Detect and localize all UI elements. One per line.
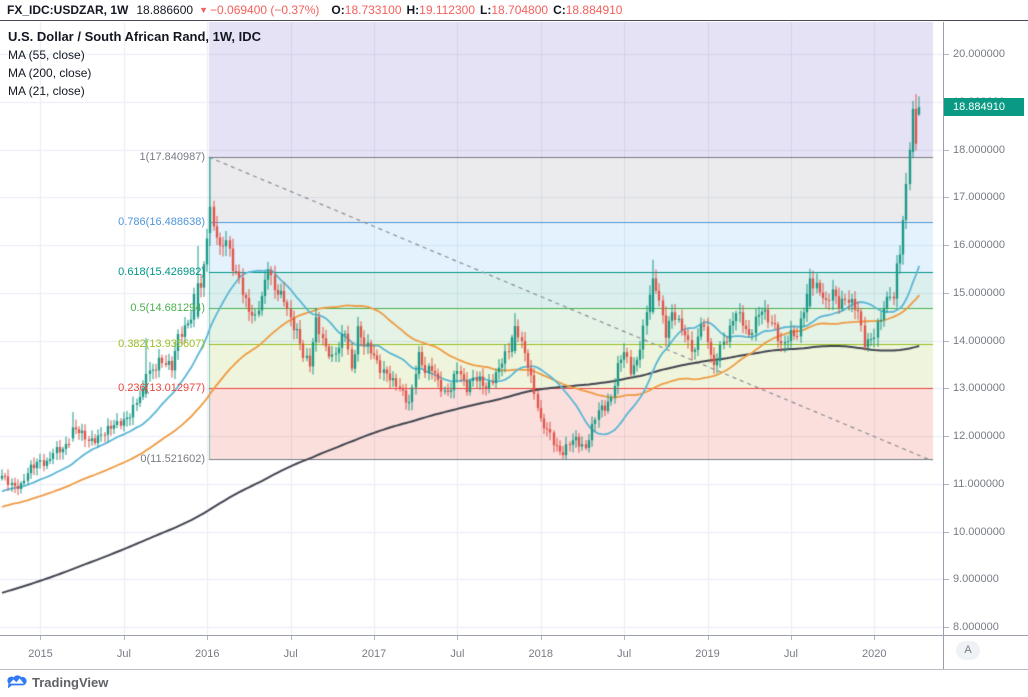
- legend-symbol-title[interactable]: U.S. Dollar / South African Rand, 1W, ID…: [8, 29, 262, 44]
- price-axis-label: 16.000000: [953, 239, 1005, 251]
- time-axis-tick-mark: [124, 636, 125, 640]
- price-axis-label: 18.000000: [953, 143, 1005, 156]
- time-axis-label-jul: Jul: [116, 648, 131, 660]
- time-axis-tick-mark: [708, 636, 709, 640]
- time-axis-tick-mark: [207, 636, 208, 640]
- price-down-arrow-icon: ▼: [199, 5, 208, 15]
- time-axis-tick-mark: [374, 636, 375, 640]
- price-axis-label: 10.000000: [953, 525, 1005, 538]
- price-axis-tick-mark: [944, 197, 949, 198]
- low-value: 18.704800: [491, 3, 549, 17]
- price-axis-tick-mark: [944, 532, 949, 533]
- open-label: O:: [331, 3, 345, 17]
- time-axis-label-jul: Jul: [283, 648, 298, 660]
- time-axis-label-2018: 2018: [528, 648, 553, 660]
- price-axis-label: 13.000000: [953, 382, 1005, 395]
- bottom-divider: [0, 669, 1028, 670]
- price-axis-label: 11.000000: [953, 477, 1005, 490]
- time-axis-label-2017: 2017: [361, 648, 387, 660]
- time-axis-label-jul: Jul: [617, 648, 632, 660]
- time-axis-tick-mark: [874, 636, 875, 640]
- close-value: 18.884910: [565, 3, 623, 17]
- time-axis-tick-mark: [791, 636, 792, 640]
- price-axis-label: 14.000000: [953, 334, 1005, 347]
- price-chart-canvas[interactable]: [0, 22, 943, 635]
- time-axis-tick-mark: [624, 636, 625, 640]
- price-axis-tick-mark: [944, 54, 949, 55]
- chart-legend: U.S. Dollar / South African Rand, 1W, ID…: [8, 27, 261, 100]
- time-axis-tick-mark: [40, 636, 41, 640]
- legend-indicator-ma55[interactable]: MA (55, close): [8, 48, 85, 62]
- price-axis-tick-mark: [944, 245, 949, 246]
- high-value: 19.112300: [419, 3, 476, 17]
- price-axis-tick-mark: [944, 627, 949, 628]
- close-label: C:: [553, 3, 566, 17]
- price-axis-label: 20.000000: [953, 48, 1005, 60]
- time-axis-label-2015: 2015: [28, 648, 53, 660]
- time-axis-label-2016: 2016: [194, 648, 220, 660]
- price-axis-tick-mark: [944, 579, 949, 580]
- price-axis-label: 15.000000: [953, 286, 1005, 299]
- high-label: H:: [406, 3, 420, 17]
- time-axis-tick-mark: [541, 636, 542, 640]
- price-axis-tick-mark: [944, 341, 949, 342]
- tradingview-logo-text: TradingView: [32, 675, 109, 690]
- legend-indicator-ma21[interactable]: MA (21, close): [8, 84, 85, 98]
- axis-corner: A: [943, 635, 1028, 669]
- price-axis-tick-mark: [944, 484, 949, 485]
- last-price-badge: 18.884910: [944, 98, 1024, 117]
- low-label: L:: [480, 3, 492, 17]
- price-axis-tick-mark: [944, 436, 949, 437]
- price-axis-tick-mark: [944, 388, 949, 389]
- last-price: 18.886600: [136, 3, 194, 17]
- price-axis-label: 17.000000: [953, 191, 1005, 204]
- price-axis-label: 12.000000: [953, 430, 1005, 442]
- price-axis-label: 9.000000: [953, 573, 999, 586]
- time-axis-label-jul: Jul: [450, 648, 465, 660]
- time-axis[interactable]: 2015 Jul 2016 Jul 2017 Jul 2018 Jul 2019 Jul 2020: [0, 635, 943, 669]
- symbol-header-bar: FX_IDC:USDZAR, 1W 18.886600 ▼ −0.069400 …: [0, 0, 1028, 21]
- legend-indicator-ma200[interactable]: MA (200, close): [8, 66, 92, 80]
- time-axis-tick-mark: [291, 636, 292, 640]
- open-value: 18.733100: [344, 3, 402, 17]
- tradingview-logo[interactable]: TradingView: [7, 675, 108, 690]
- time-axis-tick-mark: [457, 636, 458, 640]
- price-axis[interactable]: 20.00000019.00000018.00000017.00000016.0…: [943, 22, 1028, 635]
- time-axis-label-jul: Jul: [783, 648, 798, 660]
- auto-scale-button[interactable]: A: [956, 641, 980, 660]
- price-axis-tick-mark: [944, 293, 949, 294]
- tradingview-logo-icon: [7, 675, 27, 689]
- time-axis-label-2020: 2020: [862, 648, 887, 660]
- price-change: −0.069400 (−0.37%): [210, 3, 320, 17]
- symbol-title[interactable]: FX_IDC:USDZAR, 1W: [7, 3, 129, 17]
- price-axis-label: 8.000000: [953, 621, 999, 633]
- price-axis-tick-mark: [944, 150, 949, 151]
- time-axis-label-2019: 2019: [695, 648, 720, 660]
